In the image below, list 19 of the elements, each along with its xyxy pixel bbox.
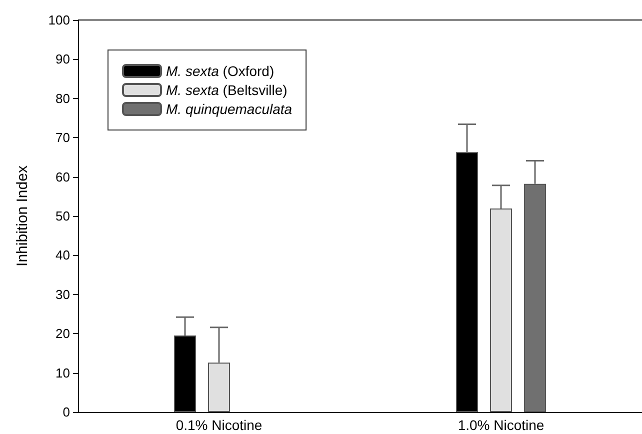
y-tick-label: 70 bbox=[56, 130, 70, 146]
legend-label: M. quinquemaculata bbox=[166, 101, 292, 117]
legend-label: M. sexta (Oxford) bbox=[166, 63, 274, 79]
y-tick-label: 30 bbox=[56, 286, 70, 302]
y-tick-label: 10 bbox=[56, 365, 70, 380]
y-tick-label: 40 bbox=[56, 248, 70, 263]
x-tick-label: 0.1% Nicotine bbox=[176, 417, 262, 433]
y-tick-label: 50 bbox=[56, 208, 70, 224]
y-tick-label: 60 bbox=[56, 169, 70, 184]
y-tick-label: 80 bbox=[56, 90, 70, 106]
bar bbox=[490, 208, 512, 412]
y-tick-label: 0 bbox=[62, 404, 70, 420]
y-tick-label: 20 bbox=[56, 326, 70, 342]
y-tick-label: 100 bbox=[48, 12, 70, 28]
bar bbox=[208, 362, 230, 412]
y-axis-title: Inhibition Index bbox=[14, 165, 31, 266]
x-tick-label: 1.0% Nicotine bbox=[458, 417, 544, 433]
y-tick-label: 90 bbox=[56, 52, 70, 67]
legend-label: M. sexta (Beltsville) bbox=[166, 82, 288, 98]
